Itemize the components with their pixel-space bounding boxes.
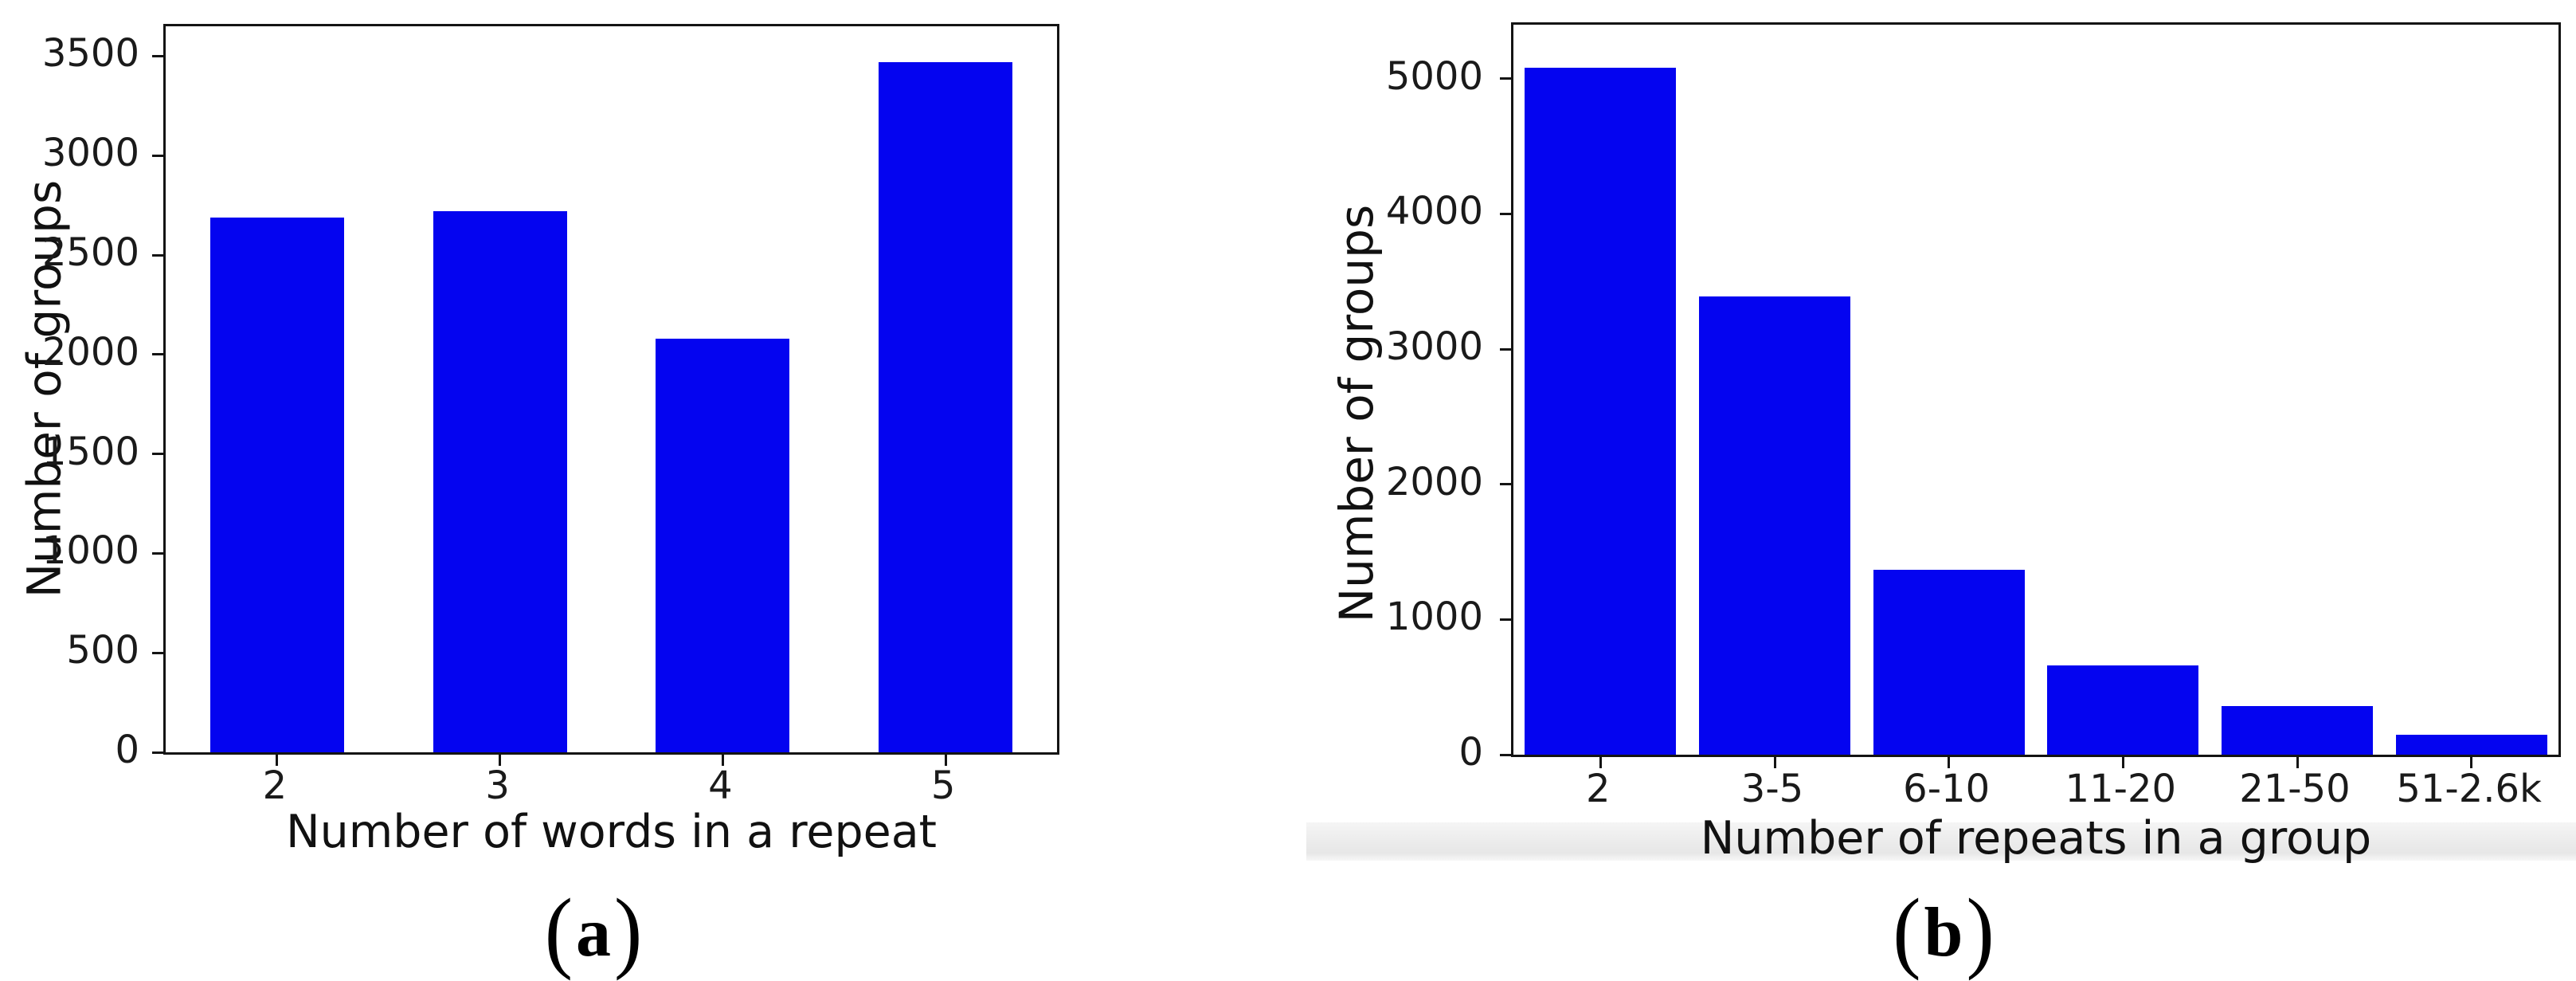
bar [2221,705,2374,755]
x-tick-label: 51-2.6k [2396,767,2542,811]
x-tick-mark [944,755,947,766]
x-tick-label: 3-5 [1740,767,1804,811]
y-tick-mark [1500,77,1511,80]
y-tick-label: 2500 [41,230,139,276]
y-tick-label: 2000 [41,329,139,375]
y-tick-labels: 0 1000 2000 3000 4000 5000 [1346,22,1490,775]
x-tick-mark [1773,757,1776,768]
y-tick-mark [1500,753,1511,756]
caption-paren-open: ( [544,880,573,981]
caption-paren-close: ) [1966,880,1995,981]
scan-artifact-band [1306,822,2576,861]
subfigure-caption-b: (b) [1705,880,2183,981]
bar [656,338,790,752]
y-tick-mark [1500,212,1511,215]
x-tick-mark [721,755,724,766]
y-tick-labels: 0 500 1000 1500 2000 2500 3000 3500 [0,24,146,772]
y-tick-mark [1500,618,1511,621]
y-tick-label: 500 [66,628,139,673]
y-tick-label: 5000 [1385,53,1483,99]
x-tick-label: 11-20 [2065,767,2177,811]
x-tick-mark [499,755,502,766]
x-tick-mark [2470,757,2473,768]
bar [433,211,567,752]
x-tick-mark [2296,757,2299,768]
bar [2395,734,2547,755]
y-tick-mark [152,751,163,754]
y-tick-mark [152,253,163,257]
x-tick-label: 5 [930,763,956,808]
y-tick-label: 3000 [1385,324,1483,370]
y-tick-mark [152,154,163,157]
x-tick-label: 6-10 [1903,767,1991,811]
y-tick-label: 1500 [41,429,139,474]
y-tick-mark [1500,483,1511,486]
x-axis-label: Number of words in a repeat [286,806,937,858]
subfigure-caption-a: (a) [354,880,832,981]
x-tick-label: 2 [1586,767,1611,811]
x-tick-mark [1599,757,1602,768]
bar [1525,68,1677,755]
y-tick-label: 3500 [41,31,139,77]
plot-area [152,24,1059,766]
bar [879,61,1013,752]
plot-area [1500,22,2561,768]
x-axis-label: Number of repeats in a group [1700,812,2372,865]
bar [209,217,344,752]
x-tick-label: 4 [708,763,733,808]
bar [1873,569,2025,755]
bar [1698,296,1851,755]
x-tick-mark [1948,757,1951,768]
x-tick-label: 2 [262,763,288,808]
y-tick-mark [1500,347,1511,351]
y-tick-label: 4000 [1385,189,1483,234]
x-tick-mark [2121,757,2124,768]
y-tick-label: 0 [1458,730,1483,775]
caption-paren-open: ( [1893,880,1921,981]
y-tick-label: 0 [115,728,139,772]
x-tick-labels: 2 3-5 6-10 11-20 21-50 51-2.6k [1511,767,2561,811]
bar [2047,665,2199,755]
y-tick-label: 1000 [1385,594,1483,640]
y-tick-label: 2000 [1385,459,1483,504]
x-tick-label: 3 [485,763,510,808]
x-tick-labels: 2 3 4 5 [163,763,1059,808]
y-tick-mark [152,551,163,555]
caption-letter: a [576,894,611,971]
y-tick-label: 3000 [41,131,139,176]
y-tick-label: 1000 [41,528,139,574]
y-tick-mark [152,353,163,356]
x-tick-label: 21-50 [2239,767,2351,811]
x-tick-mark [276,755,279,766]
caption-letter: b [1924,894,1963,971]
y-tick-mark [152,453,163,456]
y-tick-mark [152,54,163,57]
y-tick-mark [152,651,163,654]
caption-paren-close: ) [614,880,643,981]
